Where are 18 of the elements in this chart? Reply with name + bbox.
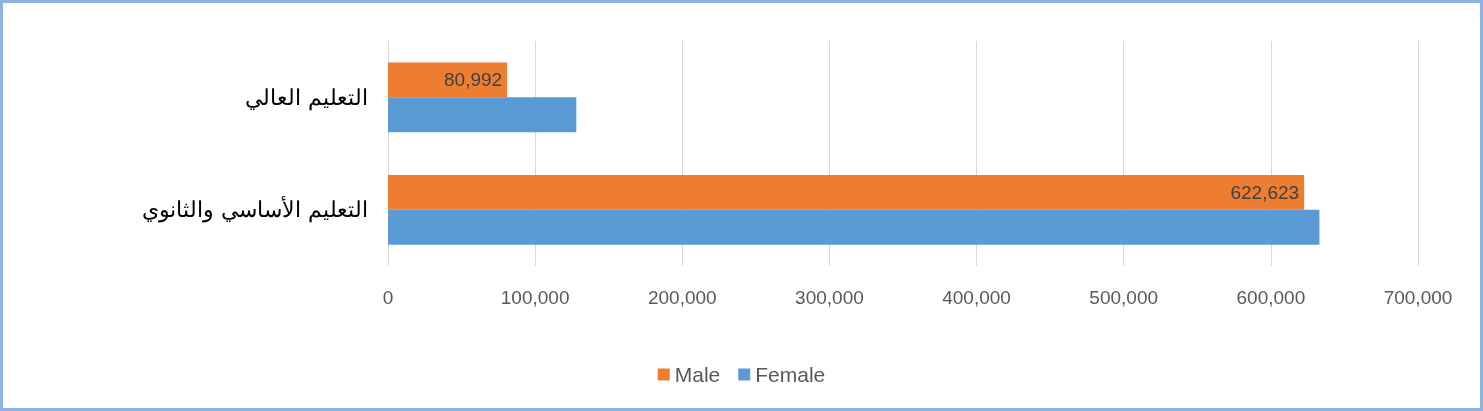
data-label: 80,992 xyxy=(444,69,503,91)
x-tick-label: 300,000 xyxy=(795,287,864,308)
y-tick-label: التعليم العالي xyxy=(245,84,368,111)
bar xyxy=(388,62,508,98)
bar xyxy=(388,209,1320,245)
bar xyxy=(388,97,577,133)
x-tick-label: 0 xyxy=(382,287,394,308)
legend-label: Male xyxy=(674,363,721,386)
x-tick-label: 200,000 xyxy=(647,287,717,308)
bar xyxy=(388,174,1305,210)
data-label: 622,623 xyxy=(1230,181,1300,203)
legend-label: Female xyxy=(755,363,826,386)
x-tick-label: 700,000 xyxy=(1383,287,1453,308)
x-tick-label: 500,000 xyxy=(1089,287,1159,308)
x-tick-label: 400,000 xyxy=(942,287,1011,308)
x-tick-label: 600,000 xyxy=(1236,287,1306,308)
x-tick-label: 100,000 xyxy=(500,287,570,308)
y-tick-label: التعليم الأساسي والثانوي xyxy=(142,195,368,224)
